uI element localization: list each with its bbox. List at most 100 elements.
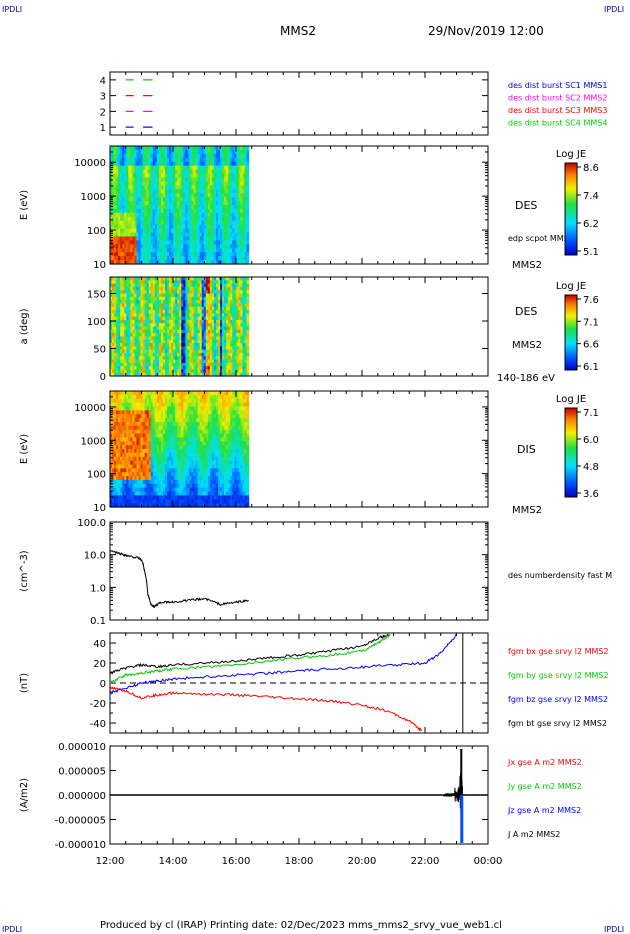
- dis-spectrogram-cell: [126, 452, 129, 458]
- pad-spectrogram-cell: [230, 310, 233, 314]
- pad-spectrogram-cell: [199, 306, 203, 311]
- pad-spectrogram-cell: [132, 316, 136, 321]
- des-spectrogram-cell: [152, 161, 156, 167]
- dis-spectrogram-cell: [120, 503, 123, 508]
- des-spectrogram-cell: [152, 177, 156, 182]
- des-spectrogram-cell: [169, 232, 172, 238]
- des-spectrogram-cell: [187, 169, 191, 175]
- dis-spectrogram-cell: [132, 499, 136, 504]
- des-spectrogram-cell: [246, 236, 250, 241]
- des-spectrogram-cell: [195, 197, 199, 202]
- des-spectrogram-cell: [209, 185, 213, 190]
- des-spectrogram-cell: [193, 212, 197, 218]
- des-spectrogram-cell: [230, 177, 233, 182]
- dis-spectrogram-cell: [122, 479, 125, 485]
- pad-spectrogram-cell: [246, 352, 250, 357]
- pad-spectrogram-cell: [197, 336, 201, 341]
- des-spectrogram-cell: [220, 228, 223, 234]
- des-spectrogram-cell: [150, 197, 154, 202]
- pad-spectrogram-cell: [118, 333, 121, 337]
- des-spectrogram-cell: [167, 240, 170, 245]
- dis-spectrogram-cell: [148, 491, 152, 496]
- des-spectrogram-cell: [207, 208, 211, 214]
- dis-spectrogram-cell: [140, 495, 144, 500]
- des-spectrogram-cell: [142, 224, 146, 230]
- pad-spectrogram-cell: [234, 306, 237, 311]
- dis-spectrogram-cell: [126, 433, 129, 438]
- des-spectrogram-cell: [167, 216, 170, 222]
- des-spectrogram-cell: [120, 256, 123, 261]
- des-spectrogram-cell: [222, 205, 225, 210]
- pad-spectrogram-cell: [142, 339, 146, 344]
- des-spectrogram-cell: [110, 212, 113, 218]
- dis-spectrogram-cell: [120, 479, 123, 485]
- des-spectrogram-cell: [120, 212, 123, 218]
- pad-spectrogram-cell: [116, 352, 119, 357]
- pad-spectrogram-cell: [156, 303, 160, 308]
- des-spectrogram-cell: [146, 185, 150, 190]
- dis-spectrogram-cell: [112, 414, 115, 419]
- des-spectrogram-cell: [211, 208, 215, 214]
- pad-spectrogram-cell: [234, 352, 237, 357]
- dis-spectrogram-cell: [116, 402, 119, 408]
- des-spectrogram-cell: [197, 157, 201, 163]
- pad-spectrogram-cell: [211, 283, 215, 288]
- pad-spectrogram-cell: [112, 323, 115, 328]
- dis-spectrogram-cell: [138, 410, 142, 415]
- pad-spectrogram-cell: [242, 366, 246, 370]
- des-spectrogram-cell: [242, 169, 246, 175]
- des-spectrogram-cell: [138, 216, 142, 222]
- pad-spectrogram-cell: [114, 319, 117, 324]
- des-spectrogram-cell: [167, 149, 170, 155]
- pad-spectrogram-cell: [136, 306, 140, 311]
- dis-spectrogram-cell: [140, 433, 144, 438]
- pad-spectrogram-cell: [110, 362, 113, 367]
- pad-spectrogram-cell: [128, 296, 131, 301]
- pad-spectrogram-cell: [148, 293, 152, 298]
- des-spectrogram-cell: [197, 193, 201, 198]
- des-spectrogram-cell: [183, 193, 187, 198]
- dis-spectrogram-cell: [142, 456, 146, 462]
- des-spectrogram-cell: [134, 232, 138, 238]
- des-spectrogram-cell: [230, 165, 233, 171]
- pad-colorbar-bar: [564, 294, 578, 371]
- des-spectrogram-cell: [118, 193, 121, 198]
- des-spectrogram-cell: [122, 216, 125, 222]
- pad-spectrogram-cell: [114, 372, 117, 377]
- pad-spectrogram-cell: [228, 293, 231, 298]
- des-spectrogram-cell: [236, 201, 240, 206]
- des-spectrogram-cell: [185, 165, 189, 171]
- pad-spectrogram-cell: [226, 310, 229, 314]
- des-spectrogram-cell: [199, 252, 203, 257]
- des-spectrogram-cell: [167, 212, 170, 218]
- des-spectrogram-cell: [158, 212, 162, 218]
- dis-spectrogram-cell: [132, 464, 136, 469]
- pad-spectrogram-cell: [132, 343, 136, 347]
- pad-spectrogram-cell: [162, 280, 166, 285]
- des-spectrogram-cell: [207, 260, 211, 265]
- des-spectrogram-cell: [191, 173, 195, 179]
- dis-spectrogram-cell: [112, 410, 115, 415]
- pad-spectrogram-cell: [236, 290, 240, 295]
- pad-spectrogram-cell: [134, 303, 138, 308]
- des-spectrogram-cell: [171, 212, 174, 218]
- pad-spectrogram-cell: [162, 303, 166, 308]
- pad-spectrogram-cell: [183, 319, 187, 324]
- pad-spectrogram-cell: [114, 359, 117, 364]
- dis-spectrogram-cell: [142, 433, 146, 438]
- des-spectrogram-cell: [195, 177, 199, 182]
- dis-spectrogram-cell: [144, 472, 148, 477]
- des-spectrogram-cell: [167, 252, 170, 257]
- pad-spectrogram-cell: [205, 329, 209, 334]
- pad-spectrogram-cell: [136, 303, 140, 308]
- des-spectrogram-cell: [246, 157, 250, 163]
- des-spectrogram-cell: [191, 244, 195, 249]
- pad-spectrogram-cell: [175, 366, 178, 370]
- pad-spectrogram-cell: [230, 366, 233, 370]
- pad-spectrogram-cell: [110, 293, 113, 298]
- dis-spectrogram-cell: [128, 495, 131, 500]
- des-spectrogram-cell: [136, 252, 140, 257]
- des-spectrogram-cell: [142, 153, 146, 159]
- pad-spectrogram-cell: [177, 359, 180, 364]
- pad-spectrogram-cell: [116, 277, 119, 281]
